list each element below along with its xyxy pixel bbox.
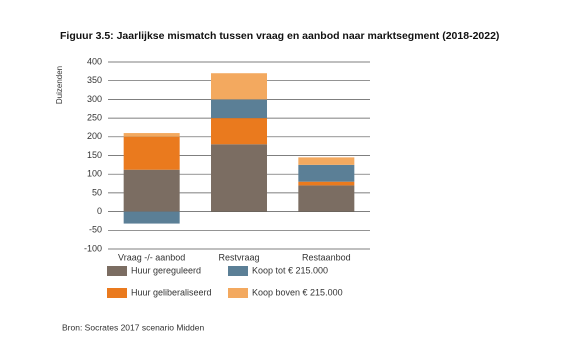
- bar-segment: [211, 73, 267, 100]
- y-tick-label: -100: [84, 243, 102, 253]
- y-axis-label: Duizenden: [55, 66, 64, 104]
- legend-swatch: [228, 266, 248, 276]
- y-tick-label: 250: [87, 112, 102, 122]
- legend-swatch: [107, 288, 127, 298]
- y-tick-label: 100: [87, 169, 102, 179]
- bar-segment: [298, 157, 355, 165]
- legend-label: Huur gereguleerd: [131, 265, 201, 275]
- source: Bron: Socrates 2017 scenario Midden: [62, 322, 204, 332]
- y-tick-label: 50: [92, 187, 102, 197]
- y-tick-label: 0: [97, 206, 102, 216]
- bar-segment: [211, 99, 267, 119]
- bar-segment: [123, 136, 180, 170]
- y-tick-label: 200: [87, 131, 102, 141]
- bar-segment: [211, 144, 267, 212]
- y-tick-label: 400: [87, 56, 102, 66]
- legend-label: Koop boven € 215.000: [252, 287, 343, 297]
- y-tick-label: 150: [87, 150, 102, 160]
- bar-segment: [298, 181, 355, 186]
- bar-segment: [123, 169, 180, 212]
- legend-label: Koop tot € 215.000: [252, 265, 328, 275]
- bar-segment: [211, 118, 267, 145]
- bar-segment: [298, 185, 355, 212]
- y-tick-label: -50: [89, 225, 102, 235]
- y-tick-label: 300: [87, 94, 102, 104]
- bar-segment: [123, 211, 180, 224]
- legend-label: Huur geliberaliseerd: [131, 287, 212, 297]
- x-tick-label: Vraag -/- aanbod: [118, 252, 185, 262]
- legend-swatch: [228, 288, 248, 298]
- bar-segment: [123, 133, 180, 137]
- x-tick-label: Restaanbod: [302, 252, 351, 262]
- x-tick-label: Restvraag: [218, 252, 259, 262]
- y-tick-label: 350: [87, 75, 102, 85]
- legend-swatch: [107, 266, 127, 276]
- bar-segment: [298, 164, 355, 182]
- chart-title: Figuur 3.5: Jaarlijkse mismatch tussen v…: [60, 30, 499, 42]
